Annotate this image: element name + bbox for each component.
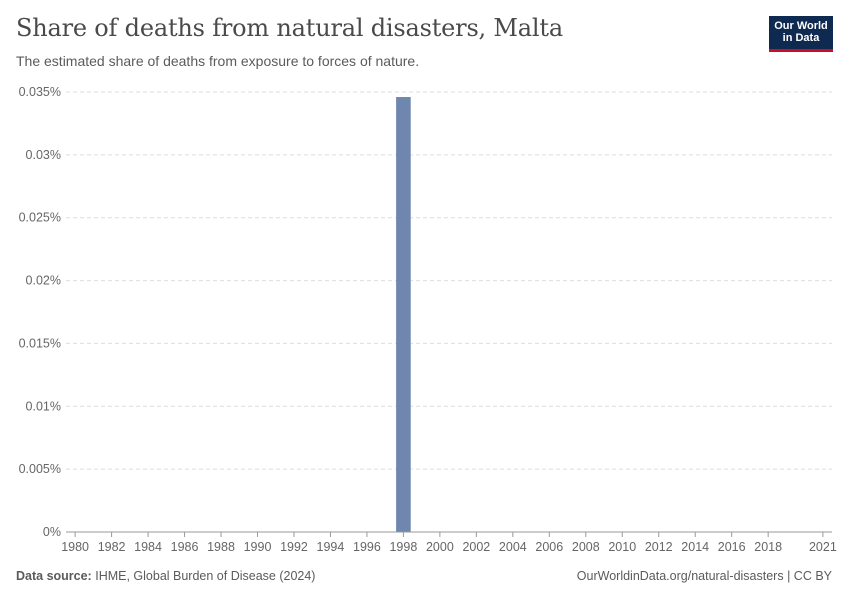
x-tick-label: 2006 [535,540,563,554]
logo-line-2: in Data [782,32,820,44]
x-tick-label: 1982 [98,540,126,554]
x-tick-label: 2004 [499,540,527,554]
x-tick-label: 2000 [426,540,454,554]
x-tick-label: 2018 [754,540,782,554]
y-tick-label: 0.015% [19,336,61,350]
chart-subtitle: The estimated share of deaths from expos… [16,53,420,69]
y-tick-label: 0.02% [26,274,61,288]
x-tick-label: 2012 [645,540,673,554]
x-tick-label: 1988 [207,540,235,554]
chart-title: Share of deaths from natural disasters, … [16,14,563,42]
y-tick-label: 0.005% [19,462,61,476]
logo-line-1: Our World [774,20,828,32]
x-tick-label: 1980 [61,540,89,554]
x-tick-label: 1990 [244,540,272,554]
x-tick-label: 2008 [572,540,600,554]
attribution-link[interactable]: OurWorldinData.org/natural-disasters | C… [576,569,832,583]
x-tick-label: 2014 [681,540,709,554]
x-tick-label: 2002 [462,540,490,554]
data-source-link[interactable]: IHME, Global Burden of Disease (2024) [95,569,316,583]
x-tick-label: 1986 [171,540,199,554]
y-tick-label: 0% [43,525,61,539]
owid-logo[interactable]: Our World in Data [769,16,833,52]
x-tick-label: 1984 [134,540,162,554]
y-tick-label: 0.03% [26,148,61,162]
x-tick-label: 2021 [809,540,837,554]
bar-1998 [396,97,411,533]
x-tick-label: 1992 [280,540,308,554]
x-tick-label: 2010 [608,540,636,554]
data-source: Data source: IHME, Global Burden of Dise… [16,569,315,583]
x-tick-label: 1996 [353,540,381,554]
y-tick-label: 0.025% [19,211,61,225]
y-tick-label: 0.035% [19,85,61,99]
x-tick-label: 1998 [389,540,417,554]
x-tick-label: 2016 [718,540,746,554]
x-tick-label: 1994 [317,540,345,554]
y-tick-label: 0.01% [26,399,61,413]
data-source-label: Data source: [16,569,92,583]
